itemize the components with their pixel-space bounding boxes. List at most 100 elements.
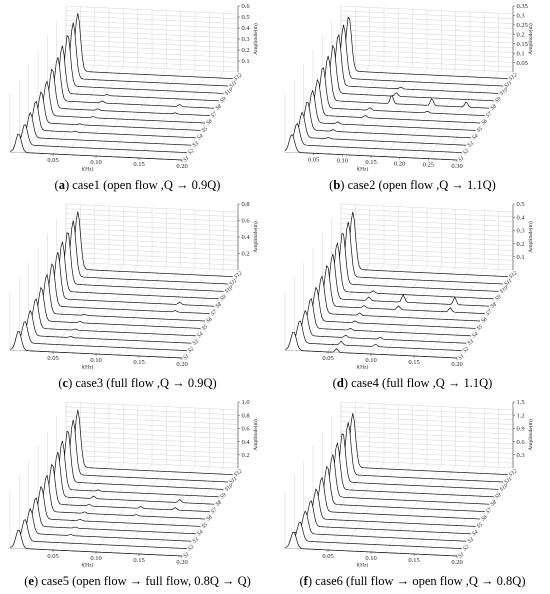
section-label: S2 — [462, 148, 470, 156]
series-line — [19, 111, 192, 146]
y-tick-label: 0.3 — [517, 228, 525, 235]
x-tick-label: 0.10 — [365, 555, 376, 562]
caption-text: case6 (full flow → open flow ,Q → 0.8Q) — [312, 574, 526, 588]
section-label: S6 — [481, 316, 489, 324]
section-label: S12 — [233, 270, 243, 280]
section-label: S12 — [508, 72, 518, 82]
section-label: S8 — [490, 500, 498, 508]
y-tick-label: 0.1 — [242, 58, 250, 65]
section-label: S2 — [187, 544, 195, 552]
section-label: S3 — [192, 537, 200, 545]
section-label: S8 — [490, 302, 498, 310]
back-wall-grid — [65, 5, 239, 73]
section-label: S3 — [467, 141, 475, 149]
grid-line — [340, 252, 514, 261]
x-axis-label: f(Hz) — [81, 364, 93, 371]
series-line — [312, 264, 485, 314]
grid-line — [340, 237, 514, 247]
y-tick-label: 0.3 — [242, 36, 250, 43]
series-fill — [326, 233, 499, 292]
grid-line — [340, 54, 514, 63]
grid-line — [340, 425, 514, 435]
grid-line — [340, 421, 514, 430]
x-tick-label: 0.05 — [47, 355, 58, 362]
series-fill — [56, 22, 228, 86]
grid-line — [340, 430, 514, 440]
grid-line — [340, 29, 514, 39]
section-label: S4 — [196, 528, 205, 537]
grid-line — [65, 247, 239, 256]
y-tick-label: 0.05 — [517, 60, 528, 67]
series-line — [307, 78, 481, 124]
series-line — [307, 275, 481, 322]
section-label: S11 — [504, 278, 514, 288]
grid-line — [456, 71, 514, 161]
series-fill — [51, 35, 224, 94]
grid-line — [370, 265, 428, 355]
section-label: S12 — [508, 468, 518, 478]
side-wall-grid — [284, 402, 342, 548]
caption-text: case4 (full flow ,Q → 1.1Q) — [347, 376, 493, 390]
x-tick-label: 0.20 — [451, 361, 462, 368]
series-line — [9, 529, 183, 557]
grid-line — [299, 64, 356, 153]
section-label: S9 — [219, 294, 227, 302]
caption-letter: f — [303, 574, 308, 588]
series-fill — [51, 232, 224, 292]
section-label: S4 — [471, 528, 480, 537]
section-label: S10 — [499, 285, 509, 295]
section-label: S12 — [233, 468, 243, 478]
series-fill — [335, 413, 508, 475]
section-label: S7 — [485, 507, 493, 515]
series-line — [60, 211, 233, 277]
section-label: S7 — [485, 111, 493, 119]
series-line — [298, 500, 471, 535]
caption-letter: b — [333, 178, 341, 192]
series-line — [9, 133, 183, 161]
panel-d: 0.1 0.2 0.3 0.4 0.5 Amplitude(m) 0.05 0.10 0.15 0… — [275, 198, 550, 396]
caption-e: (e) case5 (open flow → full flow, 0.8Q →… — [24, 574, 251, 588]
caption-text: case1 (open flow ,Q → 0.9Q) — [69, 178, 221, 192]
section-label: S10 — [224, 87, 234, 97]
series-line — [46, 241, 219, 300]
section-label: S7 — [210, 309, 218, 317]
series-line — [42, 251, 215, 307]
caption-d: (d) case4 (full flow ,Q → 1.1Q) — [332, 376, 493, 390]
y-tick-label: 0.5 — [242, 14, 250, 21]
grid-line — [65, 401, 239, 411]
x-tick-label: 0.30 — [451, 163, 462, 170]
y-tick-label: 0.2 — [242, 452, 250, 459]
grid-line — [340, 401, 514, 411]
section-label: S5 — [201, 522, 209, 530]
y-tick-label: 0.6 — [517, 439, 526, 446]
y-tick-label: 0.2 — [517, 31, 525, 38]
x-tick-label: 0.10 — [365, 357, 376, 364]
series-line — [28, 286, 201, 329]
grid-line — [340, 5, 514, 15]
grid-line — [65, 421, 239, 430]
y-tick-label: 0.4 — [242, 439, 251, 446]
x-tick-label: 0.05 — [322, 355, 333, 362]
series-line — [289, 122, 462, 153]
series-line — [9, 331, 183, 359]
section-label: S4 — [196, 330, 205, 339]
section-label: S2 — [187, 346, 195, 354]
grid-line — [65, 34, 239, 44]
grid-line — [65, 454, 239, 464]
series-line — [284, 531, 458, 557]
grid-line — [340, 411, 514, 420]
series-line — [19, 309, 192, 344]
section-label: S2 — [187, 148, 195, 156]
grid-line — [340, 232, 514, 242]
section-label: S1 — [183, 551, 191, 559]
series-fill — [335, 211, 508, 277]
y-tick-label: 0.4 — [517, 214, 526, 221]
grid-line — [340, 247, 514, 256]
series-line — [55, 22, 229, 87]
grid-line — [340, 15, 514, 24]
series-line — [55, 220, 229, 285]
series-line — [60, 12, 233, 79]
x-tick-label: 0.10 — [90, 159, 101, 166]
section-label: S6 — [481, 118, 489, 126]
panel-c: 0.2 0.4 0.6 0.8 Amplitude(m) 0.05 0.10 0.15 0.20… — [0, 198, 275, 396]
